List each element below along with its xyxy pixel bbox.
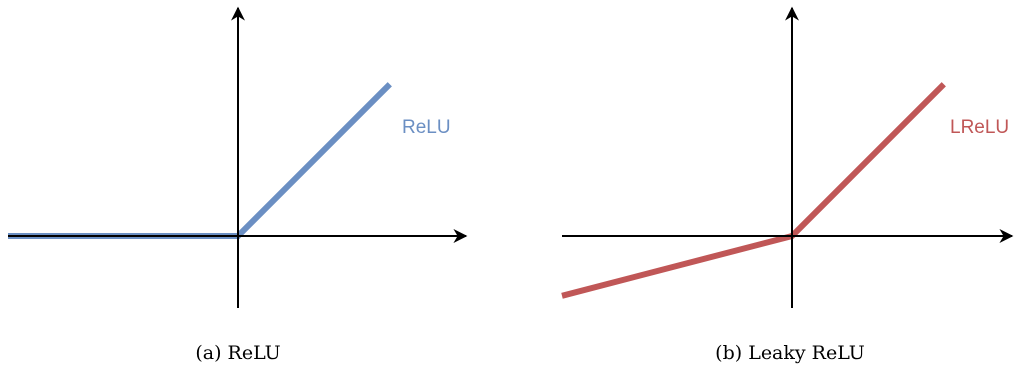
leaky-relu-panel: LReLU (b) Leaky ReLU: [561, 6, 1014, 364]
relu-panel: ReLU (a) ReLU: [8, 6, 468, 364]
leaky-relu-caption: (b) Leaky ReLU: [715, 342, 865, 364]
relu-series-line: [8, 82, 392, 239]
relu-series-label: ReLU: [402, 117, 451, 138]
leaky-relu-series-label: LReLU: [950, 117, 1009, 138]
relu-caption: (a) ReLU: [195, 342, 280, 364]
leaky-relu-series-line: [561, 82, 946, 299]
